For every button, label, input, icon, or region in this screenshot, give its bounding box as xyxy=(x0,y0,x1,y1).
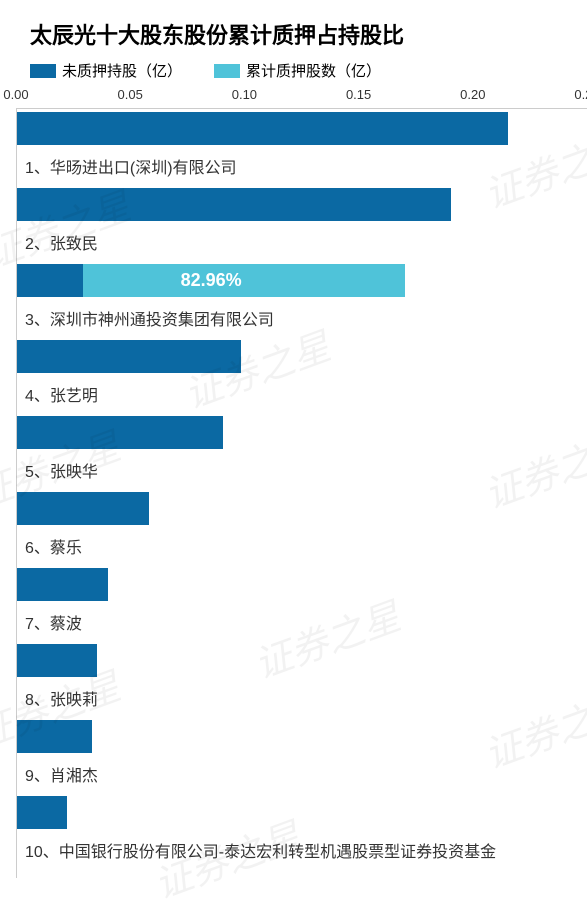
plot-area: 1、华旸进出口(深圳)有限公司 2、张致民 82.96% 3、深圳市神州通投资集团有限… xyxy=(16,108,587,878)
x-axis-tick: 0.25 xyxy=(574,87,587,102)
chart-row: 1、华旸进出口(深圳)有限公司 xyxy=(17,109,587,185)
chart-row: 7、蔡波 xyxy=(17,565,587,641)
category-label: 1、华旸进出口(深圳)有限公司 xyxy=(25,154,237,178)
legend: 未质押持股（亿） 累计质押股数（亿） xyxy=(0,50,587,81)
bar-slot xyxy=(17,185,451,223)
chart-row: 8、张映莉 xyxy=(17,641,587,717)
legend-swatch-pledged xyxy=(214,64,240,78)
bar-slot: 82.96% xyxy=(17,261,405,299)
chart-row: 5、张映华 xyxy=(17,413,587,489)
x-axis-tick: 0.05 xyxy=(118,87,143,102)
legend-swatch-unpledged xyxy=(30,64,56,78)
category-label: 5、张映华 xyxy=(25,458,98,482)
chart-row: 4、张艺明 xyxy=(17,337,587,413)
legend-item-pledged: 累计质押股数（亿） xyxy=(214,60,381,81)
chart-row: 2、张致民 xyxy=(17,185,587,261)
x-axis-tick: 0.00 xyxy=(3,87,28,102)
bar-segment-unpledged xyxy=(17,644,97,677)
bar-slot xyxy=(17,489,149,527)
bar-segment-unpledged xyxy=(17,796,67,829)
category-label: 6、蔡乐 xyxy=(25,534,82,558)
chart-row: 6、蔡乐 xyxy=(17,489,587,565)
bar-segment-unpledged xyxy=(17,568,108,601)
category-label: 2、张致民 xyxy=(25,230,98,254)
bar-segment-unpledged xyxy=(17,492,149,525)
legend-label-unpledged: 未质押持股（亿） xyxy=(62,60,182,81)
category-label: 9、肖湘杰 xyxy=(25,762,98,786)
bar-segment-unpledged xyxy=(17,188,451,221)
category-label: 3、深圳市神州通投资集团有限公司 xyxy=(25,306,274,330)
x-axis-tick: 0.20 xyxy=(460,87,485,102)
chart-row: 9、肖湘杰 xyxy=(17,717,587,793)
bar-slot xyxy=(17,793,67,831)
legend-label-pledged: 累计质押股数（亿） xyxy=(246,60,381,81)
bar-segment-unpledged xyxy=(17,416,223,449)
category-label: 8、张映莉 xyxy=(25,686,98,710)
x-axis-tick: 0.10 xyxy=(232,87,257,102)
bar-slot xyxy=(17,565,108,603)
category-label: 10、中国银行股份有限公司-泰达宏利转型机遇股票型证券投资基金 xyxy=(25,838,496,862)
bar-segment-unpledged xyxy=(17,720,92,753)
x-axis: 0.00 0.05 0.10 0.15 0.20 0.25 xyxy=(0,87,587,107)
bar-segment-unpledged xyxy=(17,340,241,373)
chart-container: 太辰光十大股东股份累计质押占持股比 未质押持股（亿） 累计质押股数（亿） 0.0… xyxy=(0,0,587,878)
bar-slot xyxy=(17,109,508,147)
bar-slot xyxy=(17,337,241,375)
bar-slot xyxy=(17,717,92,755)
legend-item-unpledged: 未质押持股（亿） xyxy=(30,60,182,81)
chart-row: 10、中国银行股份有限公司-泰达宏利转型机遇股票型证券投资基金 xyxy=(17,793,587,869)
chart-title: 太辰光十大股东股份累计质押占持股比 xyxy=(0,0,587,50)
category-label: 7、蔡波 xyxy=(25,610,82,634)
bar-percent-label: 82.96% xyxy=(17,270,405,291)
category-label: 4、张艺明 xyxy=(25,382,98,406)
x-axis-tick: 0.15 xyxy=(346,87,371,102)
bar-slot xyxy=(17,413,223,451)
chart-row: 82.96% 3、深圳市神州通投资集团有限公司 xyxy=(17,261,587,337)
bar-segment-unpledged xyxy=(17,112,508,145)
bar-slot xyxy=(17,641,97,679)
